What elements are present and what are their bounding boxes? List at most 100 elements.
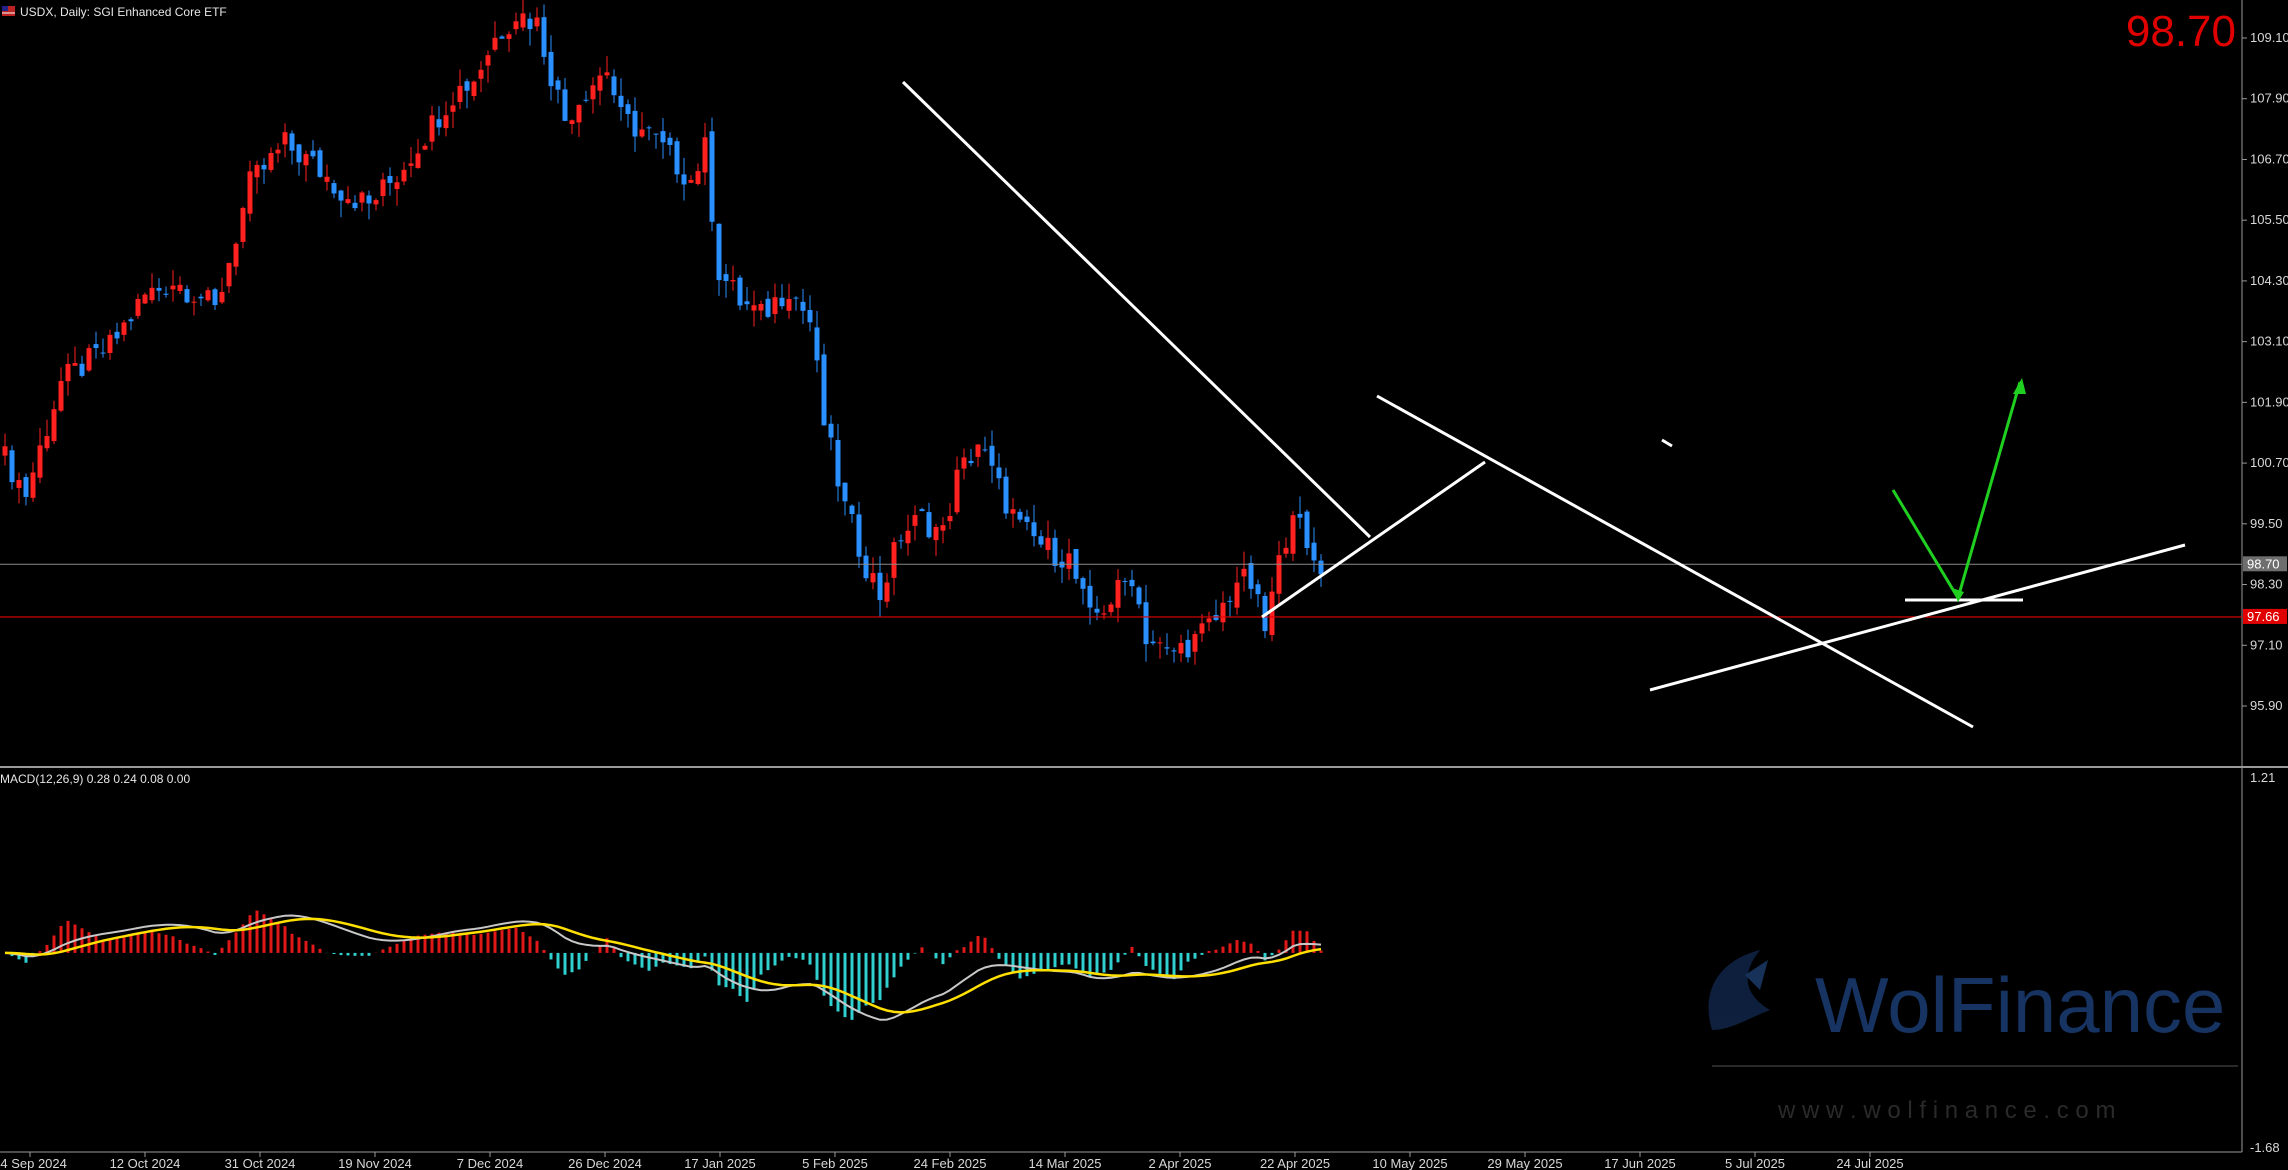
current-price-tag [2243, 556, 2287, 572]
candle-body [387, 175, 393, 183]
candle-body [898, 540, 904, 542]
candle-body [709, 131, 715, 222]
candle-body [114, 331, 120, 339]
macd-signal-line [4, 917, 1322, 1014]
candle-body [527, 18, 533, 30]
candle-body [1003, 476, 1009, 514]
candle-body [807, 309, 813, 323]
candle-body [16, 480, 22, 488]
candle-body [1052, 537, 1058, 566]
candle-body [429, 115, 435, 142]
candle-body [793, 297, 799, 299]
candle-body [961, 457, 967, 469]
candle-body [205, 290, 211, 301]
projection-arrowhead-icon [1952, 588, 1964, 602]
candle-body [2, 446, 8, 456]
candle-body [646, 127, 652, 129]
candle-body [240, 207, 246, 242]
time-tick-label: 26 Dec 2024 [568, 1156, 642, 1170]
time-tick-label: 5 Feb 2025 [802, 1156, 868, 1170]
candle-body [1150, 641, 1156, 644]
candle-body [856, 514, 862, 557]
candle-body [324, 176, 330, 182]
support-level-tag-label: 97.66 [2247, 609, 2280, 624]
candle-body [9, 450, 15, 483]
candle-body [730, 280, 736, 282]
candle-body [177, 284, 183, 291]
candle-body [772, 297, 778, 315]
current-price-tag-label: 98.70 [2247, 556, 2280, 571]
candle-body [842, 482, 848, 502]
candle-body [975, 444, 981, 457]
candle-body [401, 169, 407, 182]
symbol-flag-icon [2, 6, 15, 16]
candle-body [1248, 562, 1254, 589]
candle-body [443, 115, 449, 129]
macd-tick-label: 1.21 [2250, 770, 2275, 785]
candle-body [513, 21, 519, 30]
candle-body [835, 439, 841, 487]
candle-body [1185, 639, 1191, 658]
watermark-url: w w w . w o l f i n a n c e . c o m [1777, 1097, 2115, 1124]
candle-body [611, 76, 617, 96]
candle-body [702, 137, 708, 173]
candle-body [128, 319, 134, 322]
candle-body [51, 409, 57, 442]
candle-body [1010, 509, 1016, 514]
candle-body [247, 171, 253, 214]
candle-body [275, 149, 281, 154]
candle-body [268, 153, 274, 170]
candle-body [625, 104, 631, 114]
candle-body [877, 572, 883, 601]
candle-body [184, 289, 190, 303]
candle-body [751, 305, 757, 311]
candle-body [989, 445, 995, 466]
candle-body [1318, 560, 1324, 575]
trend-line [901, 80, 1372, 539]
candle-body [198, 296, 204, 299]
candle-body [149, 287, 155, 301]
price-tick-label: 98.30 [2250, 577, 2283, 592]
candle-body [366, 195, 372, 204]
candle-body [1192, 634, 1198, 652]
candle-body [471, 81, 477, 97]
trend-line [1649, 543, 2186, 692]
time-tick-label: 7 Dec 2024 [457, 1156, 524, 1170]
candle-body [849, 505, 855, 515]
candle-body [660, 131, 666, 143]
candle-body [674, 141, 680, 175]
candle-body [317, 150, 323, 177]
candle-body [1234, 582, 1240, 608]
candle-body [1227, 600, 1233, 602]
macd-tick-label: -1.68 [2250, 1140, 2280, 1155]
candle-body [737, 277, 743, 306]
time-tick-label: 17 Jun 2025 [1604, 1156, 1676, 1170]
candle-body [1024, 516, 1030, 522]
candle-body [303, 154, 309, 166]
candle-body [569, 120, 575, 125]
candle-body [72, 363, 78, 366]
candle-body [464, 81, 470, 91]
wolf-logo-icon [1708, 950, 1770, 1030]
candle-body [814, 327, 820, 361]
candle-body [632, 110, 638, 137]
candle-body [219, 291, 225, 303]
candle-body [583, 99, 589, 101]
candle-body [1290, 515, 1296, 554]
time-tick-label: 19 Nov 2024 [338, 1156, 412, 1170]
candle-body [940, 525, 946, 531]
price-tick-label: 99.50 [2250, 516, 2283, 531]
candle-body [345, 199, 351, 204]
candle-body [996, 467, 1002, 479]
candle-body [1171, 650, 1177, 652]
candle-body [1157, 642, 1163, 644]
price-tick-label: 101.90 [2250, 394, 2288, 409]
time-tick-label: 24 Sep 2024 [0, 1156, 67, 1170]
candle-body [58, 381, 64, 411]
trend-line-mark [1661, 438, 1673, 448]
current-price-big: 98.70 [2126, 7, 2236, 56]
price-tick-label: 103.10 [2250, 334, 2288, 349]
candle-body [821, 354, 827, 426]
candle-body [415, 153, 421, 168]
candle-body [436, 119, 442, 128]
